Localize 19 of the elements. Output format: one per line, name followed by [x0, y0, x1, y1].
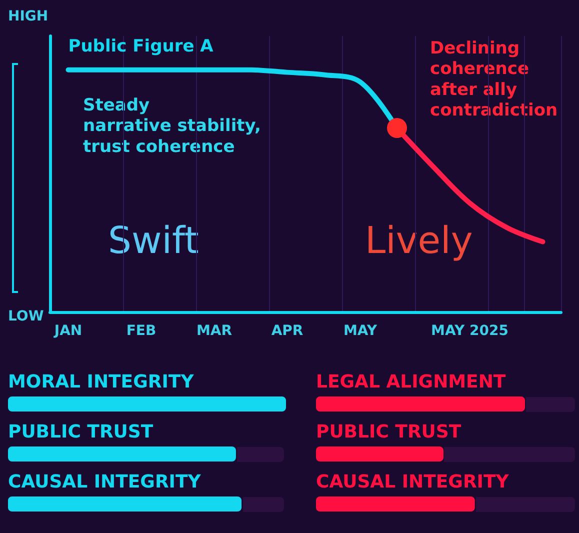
annotation: Declining coherence after ally contradiction — [430, 38, 558, 121]
y-tick-label: CAUSAL INTEGRITY — [316, 472, 510, 492]
x-tick-label: MAR — [196, 323, 232, 339]
annotation: Swift — [108, 219, 199, 262]
series-label: Public Figure A — [68, 36, 214, 56]
annotation: Lively — [365, 219, 473, 262]
x-tick-label: APR — [271, 323, 304, 339]
y-tick-label: CAUSAL INTEGRITY — [8, 472, 202, 492]
annotation: Steady narrative stability, trust coherence — [83, 95, 262, 157]
x-tick-label: JAN — [53, 323, 82, 339]
y-tick-label: MORAL INTEGRITY — [8, 372, 195, 392]
text: HIGH — [8, 8, 48, 25]
x-tick-label: FEB — [126, 323, 156, 339]
text: LOW — [8, 308, 44, 325]
y-tick-label: PUBLIC TRUST — [316, 422, 462, 442]
y-tick-label: PUBLIC TRUST — [8, 422, 154, 442]
x-tick-label: MAY 2025 — [431, 323, 508, 339]
y-tick-label: LEGAL ALIGNMENT — [316, 372, 506, 392]
x-tick-label: MAY — [343, 323, 378, 339]
